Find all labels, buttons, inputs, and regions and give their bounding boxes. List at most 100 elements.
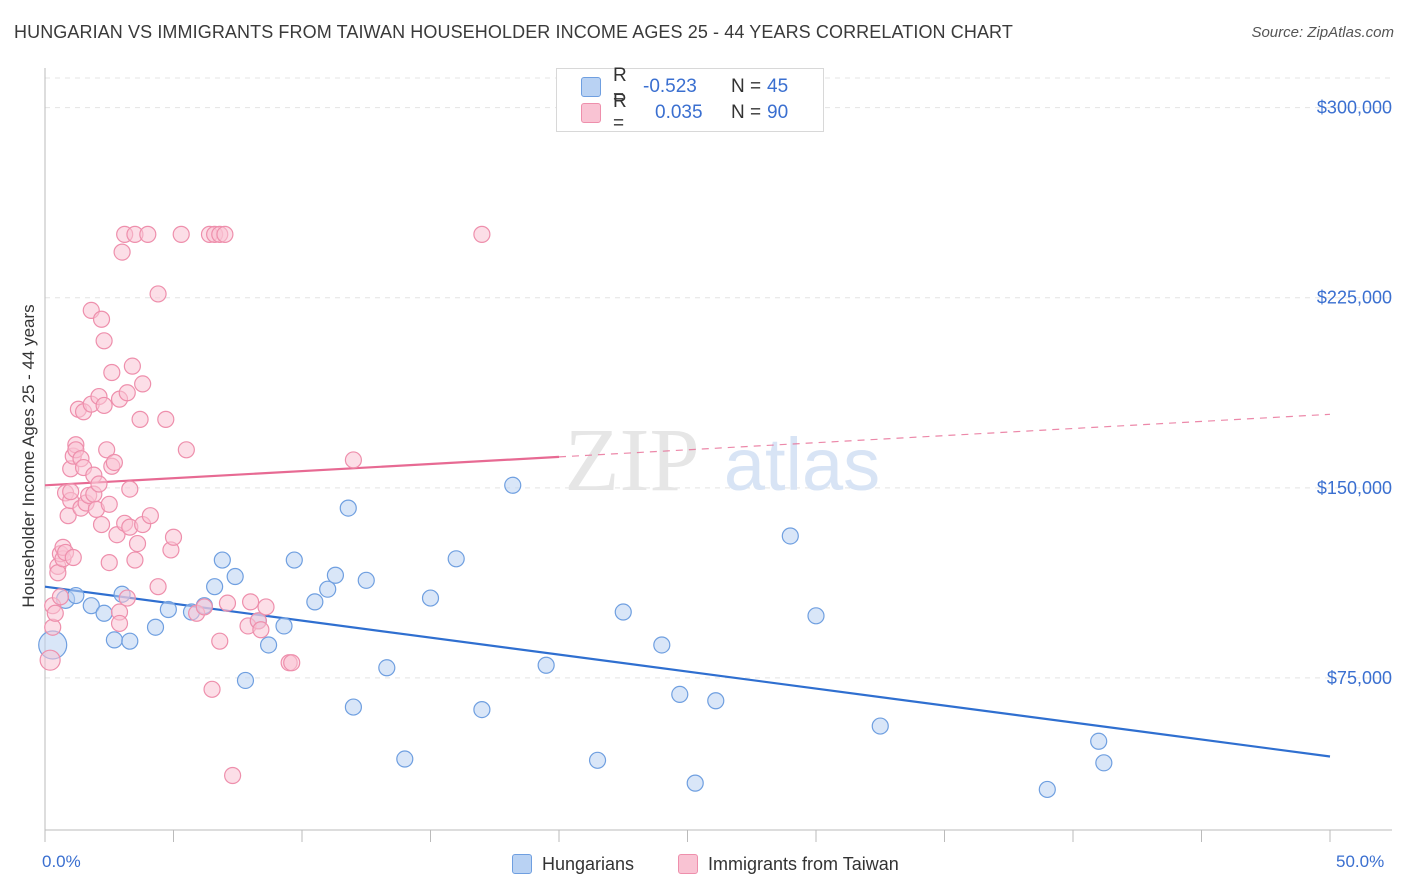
- taiwan-point: [92, 310, 111, 328]
- watermark-atlas: atlas: [724, 423, 880, 506]
- taiwan-point: [216, 225, 234, 243]
- hungarians-point: [1038, 780, 1056, 799]
- hungarians-point: [781, 527, 799, 545]
- y-axis-label: Householder Income Ages 25 - 44 years: [19, 304, 38, 608]
- x-tick-min: 0.0%: [42, 852, 81, 871]
- hungarians-point: [396, 750, 414, 768]
- hungarians-point: [504, 476, 522, 494]
- hungarians-trend-line: [44, 585, 1331, 758]
- taiwan-point: [121, 480, 139, 498]
- legend-n-value: 45: [767, 76, 789, 97]
- hungarians-point: [285, 551, 303, 569]
- taiwan-point: [118, 589, 136, 607]
- legend-r-label: R =: [613, 91, 627, 134]
- taiwan-point: [473, 225, 491, 243]
- hungarians-point: [121, 632, 139, 650]
- taiwan-point: [224, 766, 242, 785]
- taiwan-point: [103, 363, 121, 382]
- correlation-legend: R = -0.523 N = 45 R = 0.035 N = 90: [556, 65, 824, 134]
- taiwan-point: [105, 453, 123, 472]
- taiwan-point: [64, 548, 82, 567]
- hungarians-point: [871, 717, 889, 735]
- taiwan-point: [139, 225, 157, 243]
- legend-n-value: 90: [767, 102, 789, 123]
- hungarians-point: [339, 499, 357, 517]
- y-tick-labels: $75,000 $150,000 $225,000 $300,000: [1317, 98, 1392, 688]
- taiwan-point: [118, 384, 136, 402]
- taiwan-point: [177, 441, 195, 459]
- legend-r-value: 0.035: [655, 102, 703, 123]
- hungarians-point: [236, 671, 255, 690]
- taiwan-point: [211, 632, 229, 650]
- hungarians-point: [357, 571, 375, 589]
- taiwan-point: [134, 375, 152, 393]
- legend-row-hungarians: R = -0.523 N = 45: [581, 65, 789, 108]
- taiwan-point: [164, 528, 183, 546]
- hungarians-point: [588, 751, 607, 769]
- watermark: ZIP atlas: [565, 411, 881, 510]
- hungarians-point: [686, 774, 704, 792]
- hungarians-point: [105, 631, 123, 649]
- source-label: Source: ZipAtlas.com: [1251, 24, 1394, 41]
- taiwan-point: [44, 618, 62, 636]
- bottom-legend-swatch-pink: [678, 854, 698, 874]
- hungarians-point: [159, 600, 177, 619]
- y-tick-label: $300,000: [1317, 98, 1392, 118]
- taiwan-point: [218, 594, 237, 612]
- taiwan-point: [344, 451, 362, 469]
- hungarians-point: [344, 698, 362, 716]
- taiwan-point: [113, 243, 131, 261]
- taiwan-point: [195, 598, 213, 616]
- hungarians-point: [146, 618, 165, 636]
- y-tick-label: $225,000: [1317, 288, 1392, 308]
- taiwan-point: [283, 654, 301, 672]
- x-tick-max: 50.0%: [1336, 852, 1385, 871]
- bottom-legend-label-hungarians: Hungarians: [542, 853, 635, 874]
- hungarians-point: [537, 656, 555, 674]
- taiwan-point: [203, 680, 221, 698]
- taiwan-point: [252, 621, 270, 639]
- bottom-legend-taiwan: Immigrants from Taiwan: [678, 851, 899, 877]
- hungarians-point: [447, 550, 465, 568]
- hungarians-point: [378, 659, 396, 677]
- taiwan-point: [92, 515, 111, 534]
- taiwan-point: [46, 604, 64, 622]
- hungarians-point: [82, 597, 100, 615]
- chart-title: HUNGARIAN VS IMMIGRANTS FROM TAIWAN HOUS…: [14, 22, 1013, 42]
- hungarians-point: [259, 636, 278, 654]
- grid-lines: [45, 77, 1392, 679]
- hungarians-point: [1095, 754, 1113, 772]
- taiwan-point: [100, 495, 118, 513]
- taiwan-point: [131, 410, 149, 428]
- hungarians-point: [226, 567, 244, 586]
- taiwan-point: [90, 475, 108, 493]
- taiwan-point: [141, 507, 159, 525]
- hungarians-point: [807, 607, 825, 625]
- legend-swatch-blue: [581, 77, 601, 97]
- taiwan-point: [98, 441, 116, 459]
- hungarians-point: [671, 685, 689, 703]
- axes: [44, 68, 1392, 842]
- taiwan-point: [62, 483, 80, 501]
- hungarians-point: [1090, 732, 1108, 750]
- legend-r-value: -0.523: [643, 76, 697, 97]
- taiwan-point: [128, 534, 147, 553]
- taiwan-point: [126, 551, 144, 569]
- hungarians-point: [653, 636, 671, 654]
- hungarians-point: [319, 580, 337, 598]
- hungarians-point: [614, 603, 632, 621]
- legend-n-label: N =: [731, 102, 762, 123]
- taiwan-point: [172, 225, 190, 243]
- y-tick-label: $150,000: [1317, 478, 1392, 498]
- taiwan-point: [100, 553, 118, 572]
- hungarians-point: [67, 586, 85, 605]
- bottom-legend-hungarians: Hungarians: [512, 851, 634, 877]
- hungarians-point: [306, 593, 324, 611]
- hungarians-point: [421, 589, 440, 607]
- legend-swatch-pink: [581, 103, 601, 123]
- hungarians-point: [326, 566, 345, 584]
- hungarians-point: [213, 551, 231, 569]
- taiwan-point: [242, 593, 260, 611]
- hungarians-point: [206, 578, 224, 596]
